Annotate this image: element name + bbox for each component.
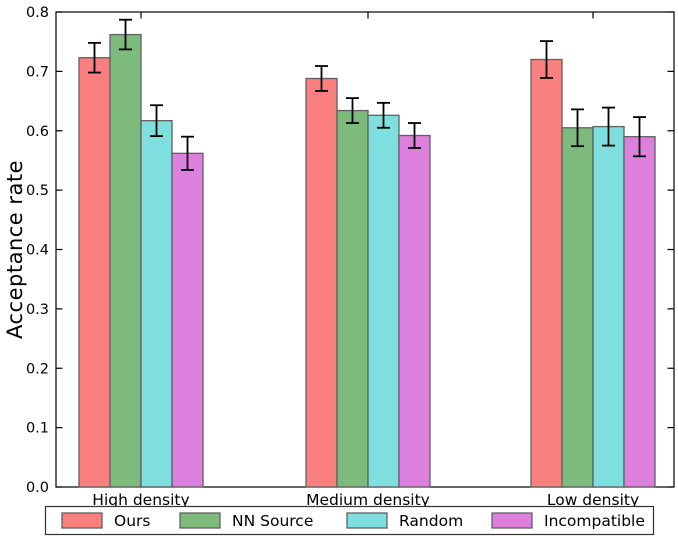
y-tick-label: 0.5 (26, 183, 49, 199)
bar-nn-source (109, 33, 142, 488)
x-tick-label: High density (92, 491, 189, 509)
bar-random (367, 114, 400, 488)
y-tick-label: 0.7 (26, 64, 49, 80)
legend-swatch-nn-source (179, 512, 221, 529)
bar-ours (305, 77, 338, 488)
bar-random (592, 125, 625, 488)
y-tick-label: 0.4 (26, 243, 49, 259)
y-tick-label: 0.3 (26, 302, 49, 318)
bar-incompatible (623, 136, 656, 488)
legend-label: Random (399, 512, 463, 530)
bar-incompatible (171, 152, 204, 488)
y-tick-label: 0.0 (26, 480, 49, 496)
bar-incompatible (398, 134, 431, 488)
legend-swatch-ours (61, 512, 103, 529)
legend-label: Ours (114, 512, 150, 530)
bar-random (140, 120, 173, 488)
bar-nn-source (336, 109, 369, 488)
y-tick-label: 0.6 (26, 124, 49, 140)
bar-ours (530, 58, 563, 488)
y-tick-label: 0.1 (26, 421, 49, 437)
y-tick-label: 0.2 (26, 361, 49, 377)
legend-swatch-random (346, 512, 388, 529)
bar-ours (78, 57, 111, 488)
y-tick-label: 0.8 (26, 5, 49, 21)
legend-swatch-incompatible (491, 512, 533, 529)
y-axis-label: Acceptance rate (3, 159, 27, 340)
x-tick-label: Medium density (306, 491, 430, 509)
x-tick-label: Low density (547, 491, 639, 509)
legend-label: Incompatible (544, 512, 645, 530)
bar-nn-source (561, 127, 594, 488)
legend-label: NN Source (232, 512, 313, 530)
